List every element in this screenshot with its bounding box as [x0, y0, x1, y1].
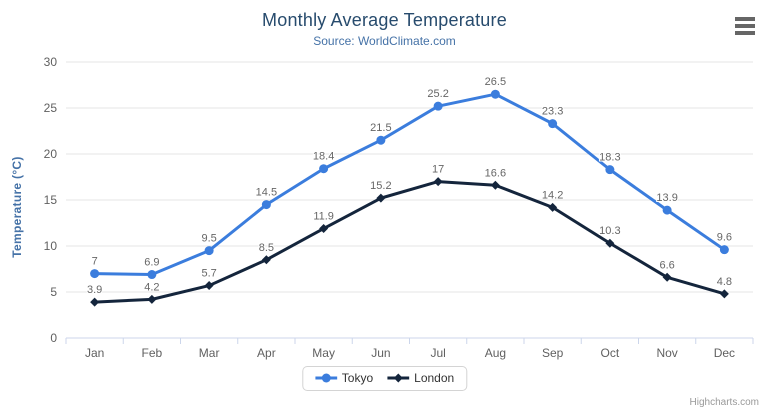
tokyo-point-marker[interactable]: [605, 165, 615, 175]
london-point-marker[interactable]: [433, 177, 443, 187]
tokyo-data-label: 9.6: [717, 232, 732, 244]
london-data-label: 10.3: [599, 225, 620, 237]
legend-item-london[interactable]: London: [387, 371, 454, 385]
london-series-line[interactable]: [93, 180, 726, 304]
x-axis-tick-label: Feb: [142, 346, 163, 360]
london-point-marker[interactable]: [204, 281, 214, 291]
london-data-label: 5.7: [201, 268, 216, 280]
london-point-marker[interactable]: [548, 202, 558, 212]
tokyo-data-label: 26.5: [485, 76, 506, 88]
tokyo-legend-marker-icon: [314, 373, 337, 383]
x-axis-tick-label: Apr: [257, 346, 276, 360]
tokyo-data-label: 13.9: [656, 192, 677, 204]
legend-label-tokyo: Tokyo: [341, 371, 374, 385]
x-axis-tick-label: May: [312, 346, 335, 360]
london-point-marker[interactable]: [376, 193, 386, 203]
hamburger-menu-icon: [735, 24, 755, 28]
london-data-label: 4.2: [144, 281, 159, 293]
tokyo-point-marker[interactable]: [490, 89, 500, 99]
tokyo-data-label: 18.3: [599, 152, 620, 164]
legend: Tokyo London: [301, 366, 468, 391]
x-axis-tick-label: Sep: [542, 346, 564, 360]
x-axis-tick-label: Aug: [485, 346, 506, 360]
tokyo-point-marker[interactable]: [433, 101, 443, 111]
tokyo-point-marker[interactable]: [548, 119, 558, 129]
tokyo-point-marker[interactable]: [319, 164, 329, 174]
y-axis-tick-label: 15: [44, 193, 58, 207]
tokyo-point-marker[interactable]: [204, 246, 214, 256]
tokyo-data-label: 25.2: [427, 88, 448, 100]
tokyo-series-line[interactable]: [93, 92, 726, 277]
london-point-marker[interactable]: [490, 180, 500, 190]
x-axis-tick-label: Jul: [430, 346, 445, 360]
london-data-label: 6.6: [659, 259, 674, 271]
london-data-label: 3.9: [87, 284, 102, 296]
tokyo-data-label: 9.5: [201, 233, 216, 245]
london-data-label: 15.2: [370, 180, 391, 192]
london-data-label: 17: [432, 164, 444, 176]
tokyo-point-marker[interactable]: [147, 270, 157, 280]
tokyo-point-marker[interactable]: [719, 245, 729, 255]
tokyo-data-label: 18.4: [313, 151, 334, 163]
x-axis-tick-label: Dec: [714, 346, 735, 360]
tokyo-data-label: 21.5: [370, 122, 391, 134]
tokyo-data-label: 14.5: [256, 187, 277, 199]
legend-item-tokyo[interactable]: Tokyo: [314, 371, 374, 385]
hamburger-menu-icon: [735, 17, 755, 21]
london-data-label: 4.8: [717, 276, 732, 288]
legend-label-london: London: [414, 371, 455, 385]
tokyo-point-marker[interactable]: [261, 200, 271, 210]
y-axis-tick-label: 10: [44, 239, 58, 253]
y-axis-tick-label: 0: [50, 331, 57, 345]
london-point-marker[interactable]: [90, 297, 100, 307]
context-menu-button[interactable]: [733, 16, 757, 36]
tokyo-point-marker[interactable]: [90, 269, 100, 279]
y-axis-tick-label: 30: [44, 55, 58, 69]
x-axis-tick-label: Jun: [371, 346, 390, 360]
x-axis-tick-label: Jan: [85, 346, 104, 360]
london-data-label: 14.2: [542, 189, 563, 201]
credits-link[interactable]: Highcharts.com: [689, 397, 759, 408]
chart-subtitle: Source: WorldClimate.com: [313, 34, 456, 48]
x-axis-tick-label: Nov: [656, 346, 677, 360]
london-point-marker[interactable]: [261, 255, 271, 265]
x-axis-tick-label: Oct: [601, 346, 620, 360]
y-axis-tick-label: 25: [44, 101, 58, 115]
x-axis-tick-label: Mar: [199, 346, 220, 360]
tokyo-point-marker[interactable]: [662, 205, 672, 215]
london-point-marker[interactable]: [605, 238, 615, 248]
y-axis-tick-label: 20: [44, 147, 58, 161]
london-data-label: 8.5: [259, 242, 274, 254]
tokyo-data-label: 7: [92, 256, 98, 268]
london-legend-marker-icon: [387, 373, 410, 383]
tokyo-data-label: 23.3: [542, 106, 563, 118]
tokyo-point-marker[interactable]: [376, 135, 386, 145]
chart-title: Monthly Average Temperature: [262, 10, 507, 30]
london-data-label: 11.9: [313, 211, 334, 223]
london-data-label: 16.6: [485, 167, 506, 179]
london-point-marker[interactable]: [147, 294, 157, 304]
london-point-marker[interactable]: [662, 272, 672, 282]
london-point-marker[interactable]: [319, 224, 329, 234]
tokyo-data-label: 6.9: [144, 257, 159, 269]
london-point-marker[interactable]: [719, 289, 729, 299]
y-axis-tick-label: 5: [50, 285, 57, 299]
hamburger-menu-icon: [735, 31, 755, 35]
